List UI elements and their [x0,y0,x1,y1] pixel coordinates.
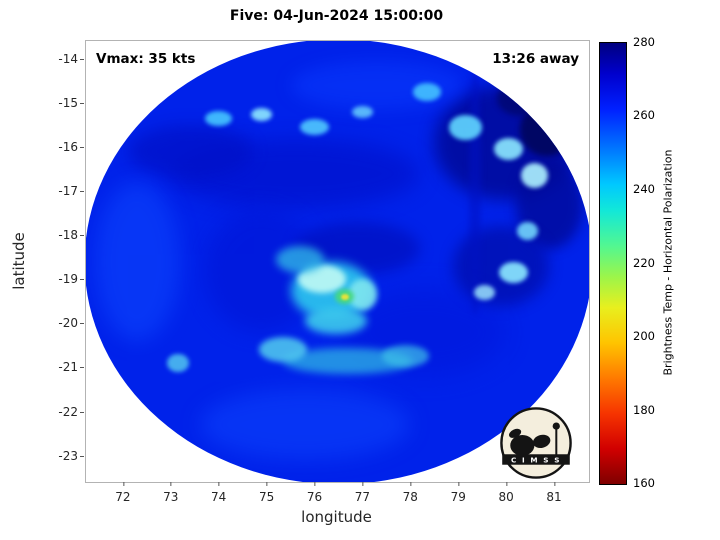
storm-feature [520,103,574,156]
tower-icon [555,428,558,456]
x-tick-label: 78 [402,482,418,504]
storm-feature [300,119,329,136]
storm-feature [259,337,308,363]
x-tick-label: 75 [258,482,275,504]
y-axis-label-text: latitude [10,231,29,290]
colorbar-gradient [600,43,626,484]
colorbar-tick-label: 220 [633,255,655,270]
y-tick-label: -23 [58,448,84,463]
storm-feature [381,345,430,368]
vmax-annotation: Vmax: 35 kts [96,51,196,67]
storm-feature [205,110,233,127]
storm-feature [167,354,189,372]
plot-title: Five: 04-Jun-2024 15:00:00 [229,8,444,24]
y-tick-label: -17 [58,184,84,199]
y-tick-label: -22 [58,404,84,419]
colorbar-tick-label: 200 [633,328,655,343]
x-tick-label: 74 [211,482,227,504]
x-tick-label: 80 [498,482,514,504]
plot-area: Vmax: 35 kts 13:26 away C I M S S [85,40,590,483]
storm-feature [496,81,545,117]
time-away-annotation: 13:26 away [492,51,579,67]
storm-feature [276,246,325,273]
storm-feature [340,293,349,301]
storm-feature [448,115,483,140]
colorbar-label-text: Brightness Temp - Horizontal Polarizatio… [661,149,675,376]
storm-feature [469,67,481,315]
colorbar-tick-label: 260 [633,108,655,123]
cimss-logo-graphic: C I M S S [500,407,572,479]
storm-feature [521,163,549,189]
y-tick-labels: -14 -15 -16 -17 -18 -19 -20 -21 -22 -23 [38,41,84,480]
storm-feature [251,107,273,121]
y-tick-label: -21 [58,360,84,375]
storm-feature [517,222,539,240]
storm-feature [498,262,528,284]
y-tick-label: -20 [58,316,84,331]
radome-dome-icon [510,434,535,456]
y-tick-label: -15 [58,96,84,111]
colorbar-tick-label: 180 [633,402,655,417]
storm-feature [199,389,411,460]
colorbar-label: Brightness Temp - Horizontal Polarizatio… [656,42,680,483]
y-tick-label: -16 [58,140,84,155]
x-tick-label: 76 [306,482,323,504]
y-tick-label: -18 [58,228,84,243]
x-tick-label: 72 [115,482,131,504]
y-tick-label: -19 [58,272,84,287]
tower-ball-icon [552,422,560,430]
cimss-logo: C I M S S [495,406,577,480]
x-tick-label: 79 [450,482,466,504]
colorbar [599,42,627,485]
y-axis-label: latitude [8,40,30,481]
storm-feature [474,284,496,301]
x-tick-label: 73 [163,482,179,504]
storm-feature [304,307,368,335]
logo-banner [502,454,570,465]
colorbar-tick-label: 240 [633,181,655,196]
colorbar-tick-label: 280 [633,35,655,49]
colorbar-tick-labels: 280 260 240 220 200 180 160 [629,35,659,490]
cimss-logo-text: C I M S S [511,455,561,464]
x-tick-label: 77 [354,482,371,504]
storm-feature [351,105,373,119]
satellite-dish-icon [509,428,522,438]
x-tick-label: 81 [546,482,562,504]
storm-feature [412,83,442,101]
colorbar-tick-label: 160 [633,476,655,490]
y-tick-label: -14 [58,52,84,67]
x-tick-labels: 72 73 74 75 76 77 78 79 80 81 [86,482,587,504]
antenna-dish-icon [532,434,551,449]
storm-feature [127,125,253,178]
x-axis-label: longitude [301,508,372,526]
storm-feature [94,182,181,341]
storm-feature [494,138,523,161]
